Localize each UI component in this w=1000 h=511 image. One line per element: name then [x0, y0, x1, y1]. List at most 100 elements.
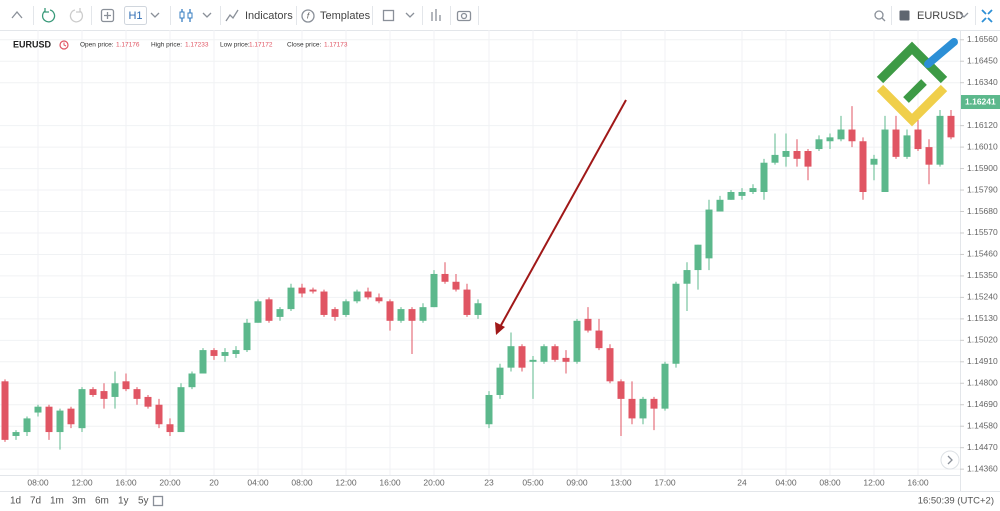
candle-body	[859, 141, 867, 192]
candle-body	[683, 270, 691, 284]
range-button[interactable]: 7d	[30, 496, 41, 507]
indicators-button[interactable]: Indicators	[245, 10, 293, 22]
candle-body	[111, 383, 119, 397]
range-button[interactable]: 1d	[10, 496, 21, 507]
range-button[interactable]: 5y	[138, 496, 149, 507]
candle-body	[903, 135, 911, 157]
candle-body	[705, 209, 713, 259]
y-tick-label: 1.14910	[967, 356, 998, 366]
scroll-right-button[interactable]	[940, 450, 960, 470]
indicators-icon[interactable]	[225, 9, 239, 22]
add-icon[interactable]	[100, 8, 115, 23]
y-tick-label: 1.16120	[967, 120, 998, 130]
candle-body	[947, 115, 955, 138]
scroll-right-icon	[947, 455, 953, 465]
legend-label: High price:	[151, 42, 182, 49]
y-tick-label: 1.14580	[967, 420, 998, 430]
undo-icon[interactable]	[41, 8, 56, 23]
y-tick-label: 1.16450	[967, 55, 998, 65]
x-tick-label: 17:00	[654, 477, 676, 487]
candle-body	[320, 291, 328, 315]
range-button[interactable]: 1y	[118, 496, 129, 507]
chart-type-icon-body	[187, 12, 193, 19]
candle-body	[925, 147, 933, 165]
candle-body	[188, 373, 196, 388]
chevron[interactable]	[405, 12, 415, 18]
templates-icon-f: f	[307, 12, 310, 21]
fullscreen-icon[interactable]	[981, 9, 993, 23]
x-tick-label: 08:00	[819, 477, 841, 487]
candle-body	[1, 381, 9, 440]
screenshot-icon-lens	[460, 12, 468, 20]
candle-body	[430, 273, 438, 308]
collapse-icon[interactable]	[11, 10, 23, 19]
chevron[interactable]	[202, 12, 212, 18]
candle-body	[89, 389, 97, 395]
templates-button[interactable]: Templates	[320, 10, 371, 22]
chevron[interactable]	[959, 12, 969, 18]
symbol-selector[interactable]: EURUSD	[917, 10, 964, 22]
candle-body	[540, 346, 548, 362]
search-icon[interactable]	[874, 10, 884, 20]
range-button[interactable]: 3m	[72, 496, 86, 507]
x-tick-label: 12:00	[71, 477, 93, 487]
candle-body	[331, 309, 339, 317]
screenshot-icon[interactable]	[456, 10, 472, 22]
save-icon[interactable]	[899, 10, 910, 21]
candle-body	[628, 398, 636, 419]
candle-body	[595, 330, 603, 349]
y-tick-label: 1.15240	[967, 292, 998, 302]
candle-body	[771, 154, 779, 163]
candle-body	[892, 129, 900, 157]
candle-body	[254, 301, 262, 323]
range-button[interactable]: 1m	[50, 496, 64, 507]
candle-body	[672, 283, 680, 364]
candle-body	[529, 359, 537, 362]
candle-body	[782, 151, 790, 157]
y-tick-label: 1.15790	[967, 184, 998, 194]
bars-icon[interactable]	[431, 9, 441, 21]
x-tick-label: 04:00	[775, 477, 797, 487]
calendar-icon[interactable]	[382, 9, 395, 22]
y-tick-label: 1.16340	[967, 77, 998, 87]
candle-body	[694, 244, 702, 271]
y-tick-label: 1.15130	[967, 313, 998, 323]
candle-body	[408, 309, 416, 321]
templates-icon[interactable]	[301, 9, 315, 23]
timeframe-box[interactable]	[124, 6, 147, 25]
x-tick-label: 24	[737, 477, 747, 487]
y-tick-label: 1.14690	[967, 399, 998, 409]
candle-body	[210, 350, 218, 356]
add-icon-plus	[104, 12, 111, 19]
x-tick-label: 16:00	[115, 477, 137, 487]
last-price-badge	[961, 95, 1000, 110]
chevron[interactable]	[150, 12, 160, 18]
logo-blue	[924, 38, 958, 68]
y-tick-label: 1.15020	[967, 335, 998, 345]
legend-value: 1.17172	[249, 42, 273, 49]
arrow-head	[495, 322, 505, 335]
redo-icon[interactable]	[69, 8, 84, 23]
candle-body	[518, 346, 526, 368]
candle-body	[837, 129, 845, 140]
candle-body	[650, 398, 658, 409]
candle-body	[155, 404, 163, 425]
range-button[interactable]: 6m	[95, 496, 109, 507]
x-tick-label: 09:00	[566, 477, 588, 487]
timeframe[interactable]: H1	[128, 10, 142, 22]
candle-body	[551, 346, 559, 360]
candle-body	[122, 381, 130, 390]
candle-body	[716, 199, 724, 212]
x-tick-label: 20:00	[423, 477, 445, 487]
x-tick-label: 12:00	[863, 477, 885, 487]
x-tick-label: 08:00	[27, 477, 49, 487]
candle-body	[738, 191, 746, 196]
chart-type-icon-body	[179, 11, 185, 19]
calendar-button[interactable]	[152, 495, 164, 507]
candle-body	[441, 273, 449, 282]
candle-body	[100, 391, 108, 399]
x-tick-label: 16:00	[379, 477, 401, 487]
candle-body	[287, 287, 295, 310]
logo-green	[876, 41, 948, 84]
